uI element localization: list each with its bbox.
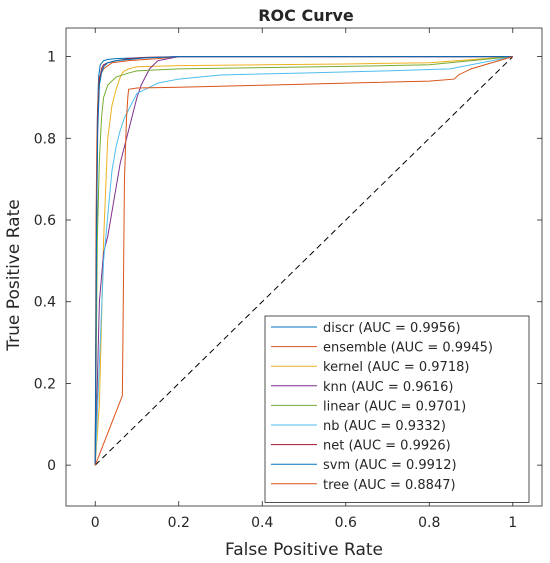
- chance-line: [94, 56, 514, 466]
- y-tick-label: 0.2: [34, 376, 56, 392]
- legend-entry-6: nb (AUC = 0.9332): [323, 419, 446, 434]
- legend-entry-2: ensemble (AUC = 0.9945): [323, 341, 493, 356]
- x-tick-label: 0.8: [418, 515, 440, 531]
- x-axis-label: False Positive Rate: [225, 540, 383, 560]
- plot-area: 0 0.2 0.4 0.6 0.8 1 0 0.2 0.4 0.6 0.8 1 discr (AUC =…: [34, 27, 543, 531]
- legend-entry-3: kernel (AUC = 0.9718): [323, 360, 469, 375]
- legend-entry-4: knn (AUC = 0.9616): [323, 380, 453, 395]
- y-tick-label: 0.4: [34, 295, 56, 311]
- chart-title: ROC Curve: [258, 6, 354, 25]
- y-tick-label: 0.8: [34, 131, 56, 147]
- x-tick-label: 0: [91, 515, 100, 531]
- x-tick-label: 0.6: [335, 515, 357, 531]
- y-tick-label: 0: [47, 458, 56, 474]
- legend-entry-1: discr (AUC = 0.9956): [323, 321, 461, 336]
- series-line-8: [94, 56, 513, 466]
- series-line-9: [94, 56, 513, 466]
- series-line-3: [94, 56, 513, 466]
- series-line-6: [94, 56, 513, 466]
- legend-entry-5: linear (AUC = 0.9701): [323, 399, 466, 414]
- series-line-4: [94, 56, 513, 466]
- legend-entry-8: svm (AUC = 0.9912): [323, 458, 457, 473]
- series-line-5: [94, 56, 513, 466]
- y-tick-label: 0.6: [34, 213, 56, 229]
- y-axis-label: True Positive Rate: [4, 199, 24, 351]
- y-tick-label: 1: [47, 50, 56, 66]
- legend-entry-9: tree (AUC = 0.8847): [323, 478, 456, 493]
- x-tick-label: 1: [508, 515, 517, 531]
- x-tick-label: 0.2: [168, 515, 190, 531]
- x-tick-label: 0.4: [251, 515, 273, 531]
- legend-entry-7: net (AUC = 0.9926): [323, 439, 451, 454]
